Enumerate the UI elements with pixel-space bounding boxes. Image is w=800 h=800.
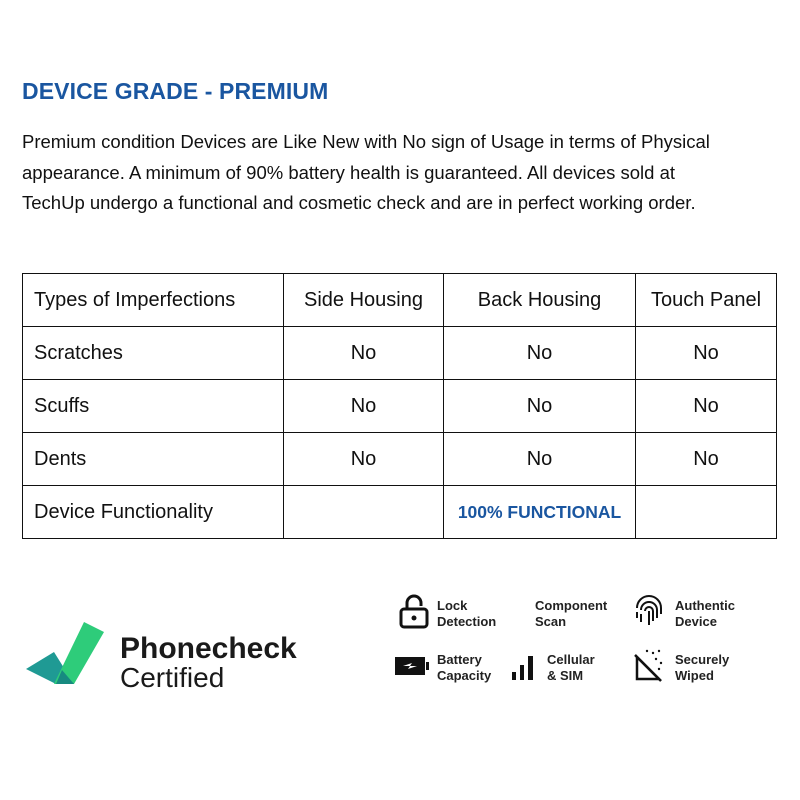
feature-authentic-device: Authentic Device <box>675 598 735 629</box>
table-cell: No <box>443 326 636 380</box>
table-cell <box>635 485 777 539</box>
grade-description: Premium condition Devices are Like New w… <box>22 131 710 213</box>
row-label: Dents <box>22 432 284 486</box>
feature-battery-capacity: Battery Capacity <box>437 652 492 683</box>
table-row: Scuffs No No No <box>22 379 777 433</box>
row-label: Scratches <box>22 326 284 380</box>
table-cell <box>283 485 444 539</box>
table-cell: No <box>283 379 444 433</box>
signal-icon <box>512 656 533 680</box>
column-header: Types of Imperfections <box>22 273 284 327</box>
page-title: DEVICE GRADE - PREMIUM <box>22 78 329 104</box>
column-header: Touch Panel <box>635 273 777 327</box>
feature-securely-wiped: Securely Wiped <box>675 652 730 683</box>
table-cell: No <box>443 379 636 433</box>
table-cell: No <box>283 326 444 380</box>
table-header-row: Types of Imperfections Side Housing Back… <box>22 273 777 327</box>
phonecheck-subtitle: Certified <box>120 662 225 693</box>
imperfections-table: Types of Imperfections Side Housing Back… <box>22 273 777 539</box>
functional-status: 100% FUNCTIONAL <box>443 485 636 539</box>
battery-icon <box>395 657 429 675</box>
fingerprint-icon <box>636 595 662 625</box>
column-header: Back Housing <box>443 273 636 327</box>
column-header: Side Housing <box>283 273 444 327</box>
table-row: Device Functionality 100% FUNCTIONAL <box>22 485 777 539</box>
phonecheck-title: Phonecheck <box>120 632 297 665</box>
table-cell: No <box>635 326 777 380</box>
feature-component-scan: Component Scan <box>535 598 608 629</box>
table-cell: No <box>635 432 777 486</box>
table-cell: No <box>443 432 636 486</box>
table-row: Dents No No No <box>22 432 777 486</box>
lock-icon <box>399 594 429 629</box>
table-row: Scratches No No No <box>22 326 777 380</box>
row-label: Device Functionality <box>22 485 284 539</box>
table-cell: No <box>635 379 777 433</box>
table-cell: No <box>283 432 444 486</box>
row-label: Scuffs <box>22 379 284 433</box>
phonecheck-check-logo-icon <box>26 622 104 684</box>
feature-lock-detection: Lock Detection <box>437 598 497 629</box>
wipe-icon <box>634 649 663 682</box>
feature-cellular-sim: Cellular & SIM <box>547 652 595 683</box>
